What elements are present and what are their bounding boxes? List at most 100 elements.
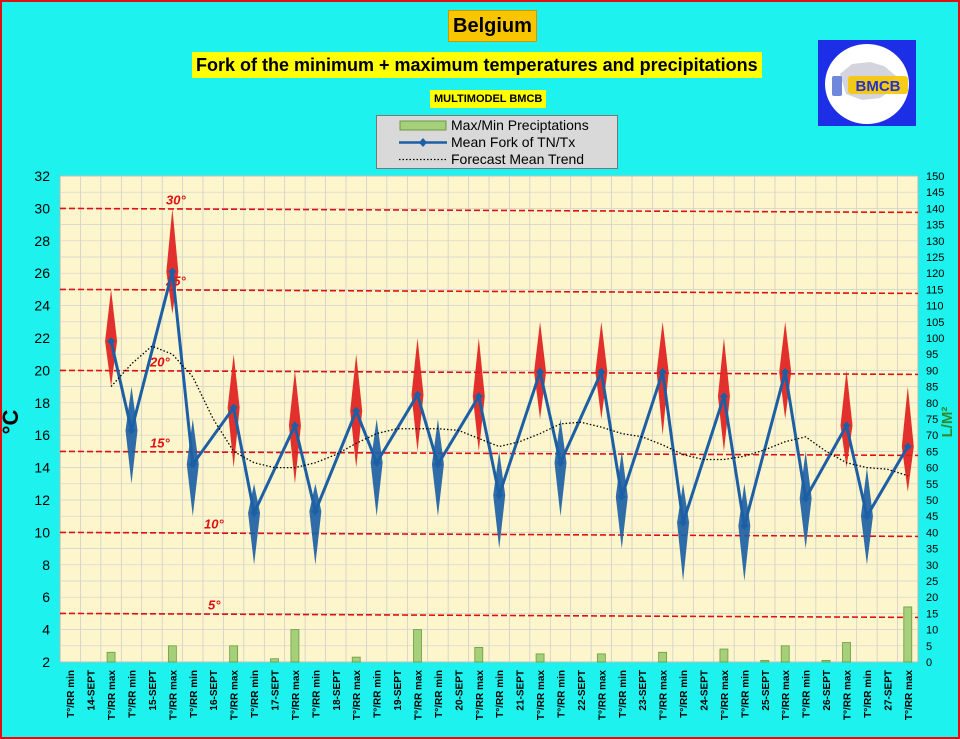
- x-tick-label: T°/RR min: [557, 670, 568, 718]
- precip-bar: [842, 642, 851, 663]
- x-tick-label: T°/RR min: [66, 670, 77, 718]
- precip-bar: [780, 645, 790, 663]
- y2-tick-label: 100: [926, 333, 944, 345]
- legend-item-precipitation: Max/Min Preciptations: [377, 117, 617, 134]
- x-tick-label: 14-SEPT: [87, 670, 98, 711]
- x-tick-label: T°/RR max: [475, 670, 486, 721]
- mean-fork-point: [433, 460, 442, 469]
- x-tick-label: T°/RR max: [168, 670, 179, 721]
- precip-bar: [719, 648, 729, 663]
- logo-text: BMCB: [856, 78, 901, 95]
- mean-fork-point: [903, 442, 912, 451]
- y-axis-title: °C: [2, 410, 23, 435]
- x-tick-label: 26-SEPT: [822, 670, 833, 711]
- reference-line: [59, 612, 919, 619]
- mean-fork-point: [658, 368, 667, 377]
- y2-tick-label: 80: [926, 398, 938, 410]
- y2-axis-title: L/M²: [939, 407, 956, 438]
- y2-tick-label: 60: [926, 463, 938, 475]
- x-tick-label: T°/RR min: [434, 670, 445, 718]
- mean-fork-point: [188, 460, 197, 469]
- mean-fork-point: [781, 368, 790, 377]
- x-tick-label: 23-SEPT: [638, 670, 649, 711]
- mean-fork-point: [107, 337, 116, 346]
- bmcb-logo: BMCB: [818, 40, 916, 126]
- y-tick-label: 10: [34, 524, 50, 540]
- y2-tick-label: 15: [926, 608, 938, 620]
- precip-bar: [413, 629, 422, 663]
- max-temp-range-diamond: [901, 386, 914, 492]
- x-tick-label: T°/RR max: [536, 670, 547, 721]
- precip-bar: [351, 656, 361, 663]
- legend-label: Max/Min Preciptations: [451, 117, 589, 133]
- y2-tick-label: 145: [926, 187, 944, 199]
- x-tick-label: T°/RR max: [659, 670, 670, 721]
- y2-tick-label: 35: [926, 544, 938, 556]
- chart-title: Belgium: [448, 10, 537, 42]
- mean-fork-point: [474, 392, 483, 401]
- y2-tick-label: 140: [926, 203, 944, 215]
- min-temp-range-diamond: [370, 419, 383, 517]
- line-diamond-icon: [399, 138, 447, 147]
- y-tick-label: 12: [34, 492, 50, 508]
- precip-bar: [167, 645, 177, 663]
- x-tick-label: T°/RR min: [189, 670, 200, 718]
- mean-fork-point: [311, 507, 320, 516]
- precip-bar: [903, 606, 913, 663]
- mean-fork-point: [842, 421, 851, 430]
- x-tick-label: 15-SEPT: [148, 670, 159, 711]
- x-tick-label: T°/RR min: [128, 670, 139, 718]
- precip-bar: [821, 659, 831, 663]
- mean-fork-point: [740, 521, 749, 530]
- x-tick-label: 20-SEPT: [454, 670, 465, 711]
- reference-line-label: 30°: [166, 192, 186, 207]
- bar-swatch-icon: [399, 120, 447, 131]
- reference-line-label: 20°: [149, 354, 170, 369]
- forecast-trend-line: [110, 345, 908, 477]
- x-tick-label: T°/RR min: [495, 670, 506, 718]
- x-tick-label: T°/RR min: [740, 670, 751, 718]
- mean-fork-point: [168, 267, 177, 276]
- mean-fork-point: [413, 390, 422, 399]
- y2-tick-label: 25: [926, 576, 938, 588]
- x-tick-label: 16-SEPT: [209, 670, 220, 711]
- mean-fork-point: [556, 458, 565, 467]
- y2-tick-label: 95: [926, 349, 938, 361]
- x-tick-label: T°/RR min: [679, 670, 690, 718]
- mean-fork-point: [862, 512, 871, 521]
- y-tick-label: 2: [42, 654, 50, 670]
- x-tick-label: 18-SEPT: [332, 670, 343, 711]
- x-tick-label: T°/RR max: [230, 670, 241, 721]
- chart-subtitle: Fork of the minimum + maximum temperatur…: [192, 52, 762, 78]
- mean-fork-point: [597, 368, 606, 377]
- y2-tick-label: 20: [926, 592, 938, 604]
- x-tick-label: 25-SEPT: [761, 670, 772, 711]
- y-tick-label: 8: [42, 557, 50, 573]
- legend-label: Forecast Mean Trend: [451, 151, 585, 167]
- y-tick-label: 6: [42, 589, 50, 605]
- y-tick-label: 22: [34, 330, 50, 346]
- y-tick-label: 18: [34, 395, 50, 411]
- y2-tick-label: 0: [926, 657, 932, 669]
- reference-line: [59, 531, 919, 538]
- x-tick-label: T°/RR max: [904, 670, 915, 721]
- mean-fork-point: [352, 406, 361, 415]
- y2-tick-label: 45: [926, 511, 938, 523]
- reference-line-label: 15°: [150, 435, 170, 450]
- y2-tick-label: 30: [926, 560, 938, 572]
- x-tick-label: T°/RR min: [373, 670, 384, 718]
- precip-bar: [474, 647, 484, 663]
- mean-fork-point: [801, 494, 810, 503]
- y-tick-label: 30: [34, 200, 50, 216]
- x-tick-label: T°/RR min: [802, 670, 813, 718]
- x-tick-label: T°/RR max: [107, 670, 118, 721]
- reference-line: [59, 207, 919, 214]
- y-tick-label: 16: [34, 427, 50, 443]
- reference-line-label: 5°: [208, 597, 221, 612]
- x-tick-label: T°/RR min: [311, 670, 322, 718]
- y2-tick-label: 90: [926, 365, 938, 377]
- y2-tick-label: 65: [926, 446, 938, 458]
- precip-bar: [658, 651, 668, 663]
- y-tick-label: 4: [42, 622, 50, 638]
